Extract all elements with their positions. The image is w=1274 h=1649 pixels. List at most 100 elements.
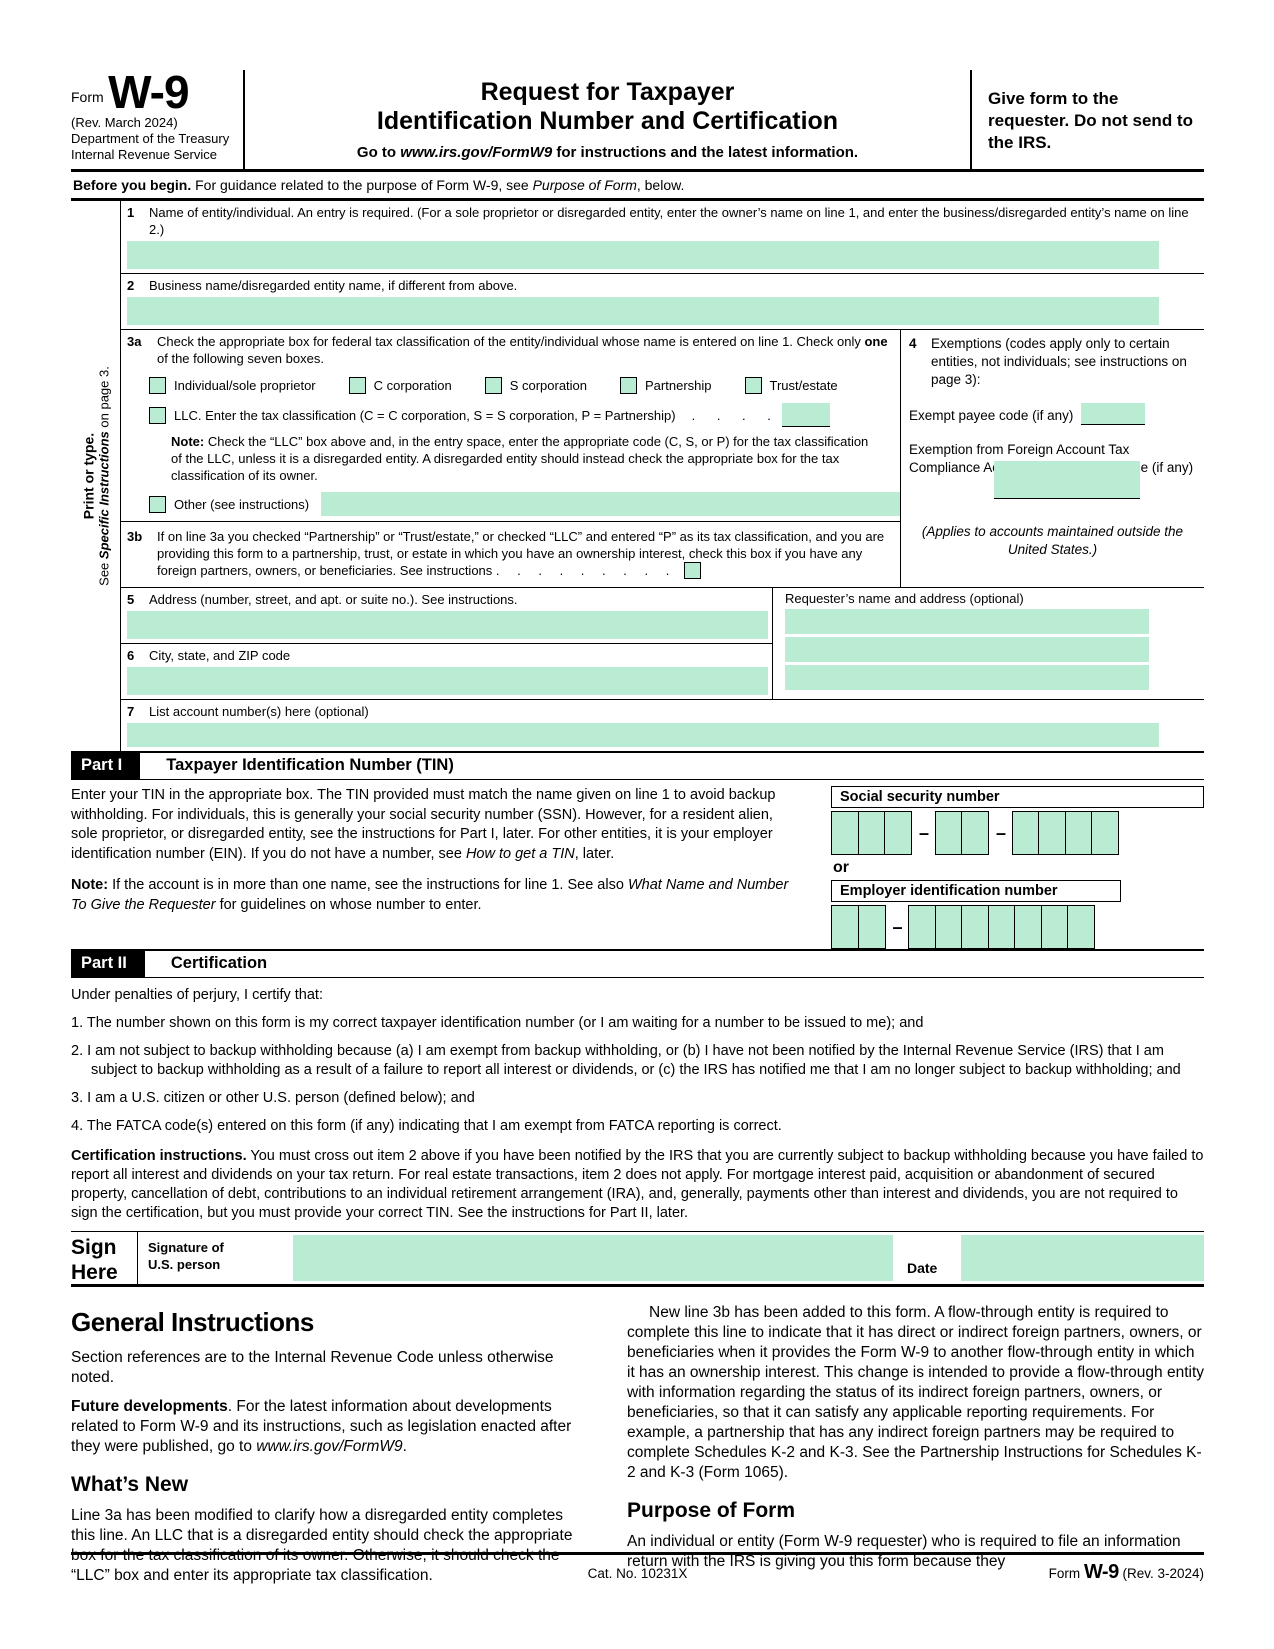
- checkbox-label: Trust/estate: [769, 378, 838, 393]
- ein-digit-cell[interactable]: [1014, 905, 1042, 949]
- ssn-digit-cell[interactable]: [1064, 811, 1093, 855]
- ein-digit-cell[interactable]: [908, 905, 936, 949]
- part2-bar: Part II Certification: [71, 949, 1204, 978]
- checkbox-trust-estate[interactable]: [744, 377, 762, 394]
- form-title-line1: Request for Taxpayer: [480, 78, 735, 106]
- certification-item-1: 1. The number shown on this form is my c…: [71, 1015, 924, 1031]
- general-instructions-title: General Instructions: [71, 1307, 314, 1337]
- part2-title: Certification: [170, 954, 268, 972]
- ein-digit-cell[interactable]: [961, 905, 989, 949]
- form-id-block: Form W-9 (Rev. March 2024) Department of…: [71, 69, 243, 169]
- part1-chip: Part I: [71, 753, 141, 779]
- business-name-input[interactable]: [127, 297, 1159, 325]
- part2-body: Under penalties of perjury, I certify th…: [71, 978, 1204, 1223]
- line-1-number: 1: [127, 205, 135, 220]
- exempt-payee-code-input[interactable]: [1081, 403, 1146, 425]
- new-line-3b-paragraph: New line 3b has been added to this form.…: [627, 1304, 1204, 1481]
- tin-boxes-block: Social security number – – or Employer i…: [831, 786, 1204, 949]
- line-5-number: 5: [127, 592, 135, 607]
- checkbox-partnership[interactable]: [620, 377, 638, 394]
- line-5-row: 5 Address (number, street, and apt. or su…: [121, 588, 772, 644]
- sign-here-row: Sign Here Signature of U.S. person Date: [71, 1231, 1204, 1287]
- name-input[interactable]: [127, 241, 1159, 269]
- signature-input[interactable]: [293, 1235, 893, 1281]
- certification-item-3: 3. I am a U.S. citizen or other U.S. per…: [71, 1090, 475, 1106]
- form-fields-section: Print or type. See Specific Instructions…: [71, 201, 1204, 751]
- sign-here-label: Sign Here: [71, 1236, 118, 1284]
- fatca-code-input[interactable]: [994, 461, 1140, 499]
- ssn-input-row: – –: [831, 811, 1204, 855]
- ein-digit-cell[interactable]: [987, 905, 1016, 949]
- line-1-row: 1 Name of entity/individual. An entry is …: [121, 201, 1204, 274]
- date-input[interactable]: [961, 1235, 1204, 1281]
- ein-label: Employer identification number: [831, 880, 1121, 902]
- ein-digit-cell[interactable]: [1067, 905, 1095, 949]
- whats-new-title: What’s New: [71, 1473, 189, 1496]
- ssn-digit-cell[interactable]: [934, 811, 963, 855]
- line-6-number: 6: [127, 648, 135, 663]
- llc-note: Note: Check the “LLC” box above and, in …: [171, 434, 869, 483]
- ein-digit-cell[interactable]: [831, 905, 859, 949]
- agency-line: Internal Revenue Service: [71, 147, 217, 162]
- requester-input-2[interactable]: [785, 637, 1149, 662]
- requester-input-3[interactable]: [785, 665, 1149, 690]
- checkbox-llc[interactable]: [149, 406, 166, 424]
- checkbox-other[interactable]: [149, 495, 166, 513]
- line-3a-label: Check the appropriate box for federal ta…: [157, 334, 888, 366]
- llc-classification-input[interactable]: [781, 403, 830, 427]
- line-4-exemptions-block: 4 Exemptions (codes apply only to certain…: [900, 330, 1204, 587]
- give-form-notice: Give form to the requester. Do not send …: [988, 89, 1193, 152]
- checkbox-3b-foreign-partners[interactable]: [683, 562, 701, 579]
- or-label: or: [833, 859, 849, 876]
- requester-input-1[interactable]: [785, 609, 1149, 634]
- ssn-dash: –: [918, 822, 929, 843]
- ein-digit-cell[interactable]: [857, 905, 886, 949]
- line-2-label: Business name/disregarded entity name, i…: [149, 278, 518, 293]
- exempt-payee-label: Exempt payee code (if any): [909, 408, 1074, 423]
- ein-input-row: –: [831, 905, 1204, 949]
- line-1-label: Name of entity/individual. An entry is r…: [149, 205, 1189, 237]
- ssn-digit-cell[interactable]: [857, 811, 886, 855]
- line-5-6-region: 5 Address (number, street, and apt. or su…: [121, 588, 1204, 700]
- form-title-block: Request for Taxpayer Identification Numb…: [243, 70, 972, 169]
- ssn-digit-cell[interactable]: [1038, 811, 1066, 855]
- footer-form-id: Form W-9 (Rev. 3-2024): [1048, 1561, 1205, 1583]
- line-2-row: 2 Business name/disregarded entity name, …: [121, 274, 1204, 330]
- ssn-digit-cell[interactable]: [1011, 811, 1040, 855]
- print-or-type-sidebar: Print or type. See Specific Instructions…: [71, 201, 120, 751]
- line-3a-number: 3a: [127, 334, 142, 349]
- ssn-digit-cell[interactable]: [961, 811, 989, 855]
- ssn-label: Social security number: [831, 786, 1204, 808]
- other-classification-input[interactable]: [321, 492, 900, 516]
- ssn-digit-cell[interactable]: [831, 811, 859, 855]
- part1-bar: Part I Taxpayer Identification Number (T…: [71, 751, 1204, 780]
- ssn-digit-cell[interactable]: [884, 811, 912, 855]
- city-state-zip-input[interactable]: [127, 667, 768, 695]
- checkbox-label: Individual/sole proprietor: [174, 378, 316, 393]
- form-header: Form W-9 (Rev. March 2024) Department of…: [71, 69, 1204, 172]
- llc-label: LLC. Enter the tax classification (C = C…: [174, 407, 676, 423]
- line-6-row: 6 City, state, and ZIP code: [121, 644, 772, 695]
- checkbox-c-corporation[interactable]: [348, 377, 366, 394]
- form-title-line2: Identification Number and Certification: [376, 107, 839, 135]
- address-input[interactable]: [127, 611, 768, 639]
- before-you-begin: Before you begin. For guidance related t…: [71, 172, 1204, 201]
- checkbox-label: Partnership: [645, 378, 712, 393]
- ein-digit-cell[interactable]: [934, 905, 963, 949]
- ein-digit-cell[interactable]: [1040, 905, 1069, 949]
- ssn-digit-cell[interactable]: [1091, 811, 1119, 855]
- line-3-4-region: 3a Check the appropriate box for federal …: [121, 330, 1204, 588]
- line-3a-block: 3a Check the appropriate box for federal …: [121, 330, 900, 522]
- checkbox-individual-sole-proprietor[interactable]: [149, 377, 166, 394]
- checkbox-s-corporation[interactable]: [484, 377, 502, 394]
- checkbox-label: C corporation: [373, 378, 452, 393]
- department-line: Department of the Treasury: [71, 131, 230, 146]
- general-instructions-section: General Instructions Section references …: [71, 1303, 1204, 1639]
- date-label: Date: [907, 1260, 938, 1276]
- account-numbers-input[interactable]: [127, 723, 1159, 747]
- ein-dash: –: [892, 916, 903, 937]
- future-developments: Future developments. For the latest info…: [71, 1398, 572, 1455]
- part1-body: Enter your TIN in the appropriate box. T…: [71, 780, 1204, 949]
- form-number: W-9: [108, 66, 189, 118]
